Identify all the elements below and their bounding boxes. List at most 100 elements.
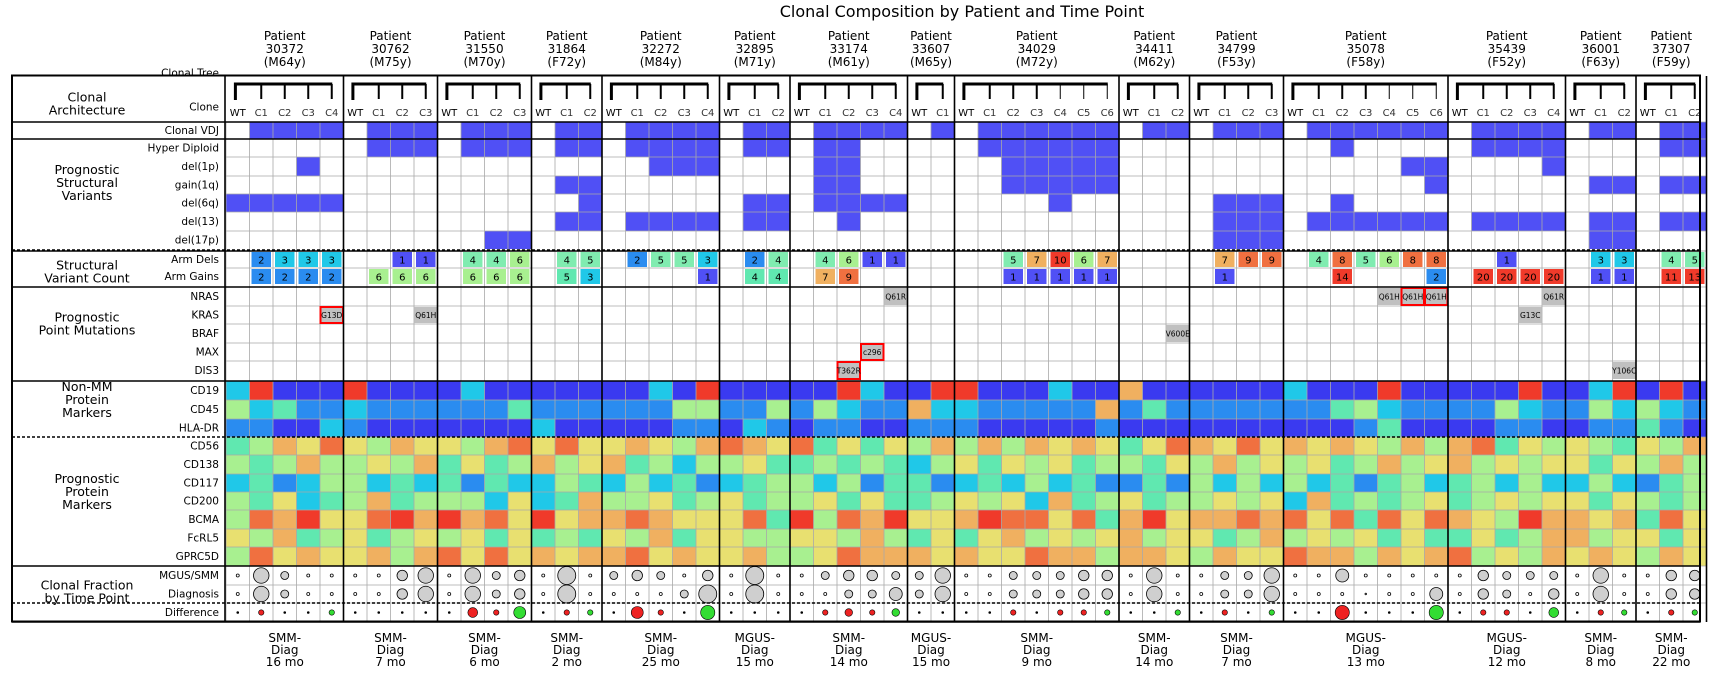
point-mutation-cell xyxy=(1448,287,1472,306)
difference-bubble xyxy=(400,611,404,614)
non-mm-marker-cell xyxy=(1377,400,1401,419)
structural-variant-cell xyxy=(1518,212,1542,231)
vdj-cell xyxy=(860,122,884,139)
clone-label: C1 xyxy=(936,108,949,119)
vdj-cell xyxy=(1354,122,1378,139)
non-mm-marker-cell xyxy=(1119,419,1143,437)
structural-variant-cell xyxy=(1495,157,1519,176)
protein-marker-cell xyxy=(343,547,367,566)
timepoint-label-2: Diag xyxy=(471,643,499,657)
point-mutation-cell xyxy=(766,306,790,324)
vdj-cell xyxy=(1283,122,1307,139)
protein-marker-cell xyxy=(907,492,931,510)
protein-marker-cell xyxy=(743,510,767,529)
point-mutation-cell xyxy=(1589,306,1613,324)
point-mutation-cell xyxy=(226,324,250,343)
protein-marker-cell xyxy=(954,474,978,492)
protein-marker-cell xyxy=(696,510,720,529)
structural-variant-cell xyxy=(273,139,297,157)
point-mutation-cell xyxy=(1001,343,1025,361)
diagnosis-fraction-bubble xyxy=(1220,589,1230,599)
mutation-marker xyxy=(1542,288,1565,305)
point-mutation-cell xyxy=(1589,324,1613,343)
difference-bubble xyxy=(563,609,570,616)
mgus-fraction-bubble xyxy=(843,569,855,582)
structural-variant-cell xyxy=(1142,139,1166,157)
structural-variant-cell xyxy=(1166,176,1190,194)
structural-variant-cell xyxy=(226,176,250,194)
mgus-fraction-bubble xyxy=(1008,571,1018,580)
structural-variant-cell xyxy=(1283,194,1307,212)
protein-marker-cell xyxy=(1025,492,1049,510)
point-mutation-cell xyxy=(320,324,344,343)
non-mm-marker-cell xyxy=(1166,381,1190,400)
clone-label: WT xyxy=(441,108,458,119)
point-mutation-cell xyxy=(1448,343,1472,361)
timepoint-label: MGUS- xyxy=(911,631,951,645)
structural-variant-cell xyxy=(320,176,344,194)
arm-dels-cell xyxy=(1379,252,1399,267)
point-mutation-cell xyxy=(696,324,720,343)
diagnosis-fraction-bubble xyxy=(541,592,546,596)
point-mutation-cell xyxy=(766,361,790,380)
protein-marker-cell xyxy=(1401,547,1425,566)
protein-marker-cell xyxy=(1001,547,1025,566)
protein-marker-cell xyxy=(931,529,955,547)
vdj-cell xyxy=(1025,122,1049,139)
protein-marker-cell xyxy=(1377,474,1401,492)
point-mutation-cell xyxy=(1283,306,1307,324)
arm-gains-cell xyxy=(486,269,506,284)
arm-gains-cell xyxy=(1097,269,1117,284)
non-mm-marker-cell xyxy=(437,419,461,437)
non-mm-marker-cell xyxy=(249,419,273,437)
structural-variant-cell xyxy=(719,176,743,194)
mutation-marker xyxy=(1519,307,1542,323)
point-mutation-cell xyxy=(343,306,367,324)
structural-variant-cell xyxy=(1166,231,1190,249)
non-mm-marker-cell xyxy=(1119,400,1143,419)
vdj-cell xyxy=(954,122,978,139)
point-mutation-cell xyxy=(343,343,367,361)
mgus-fraction-bubble xyxy=(891,571,901,580)
point-mutation-cell xyxy=(1025,343,1049,361)
protein-marker-cell xyxy=(343,529,367,547)
structural-variant-cell xyxy=(625,194,649,212)
structural-variant-cell xyxy=(508,176,532,194)
structural-variant-cell xyxy=(860,194,884,212)
difference-bubble xyxy=(1317,611,1321,614)
arm-gains-cell xyxy=(463,269,483,284)
timepoint-label-2: Diag xyxy=(1223,643,1251,657)
protein-marker-cell xyxy=(813,547,837,566)
point-mutation-cell xyxy=(1307,324,1331,343)
section-label: Clonal Fraction xyxy=(41,578,134,593)
protein-marker-cell xyxy=(296,455,320,474)
protein-marker-cell xyxy=(1612,437,1636,455)
structural-variant-cell xyxy=(484,139,508,157)
point-mutation-cell xyxy=(978,306,1002,324)
timepoint-label-2: Diag xyxy=(1023,643,1051,657)
arm-gains-cell xyxy=(251,269,271,284)
arm-dels-value: 4 xyxy=(1668,256,1674,267)
point-mutation-cell xyxy=(390,324,414,343)
point-mutation-cell xyxy=(978,343,1002,361)
mgus-fraction-bubble xyxy=(1175,573,1180,578)
point-mutation-cell xyxy=(837,287,861,306)
point-mutation-cell xyxy=(1189,324,1213,343)
point-mutation-cell xyxy=(578,306,602,324)
point-mutation-cell xyxy=(813,343,837,361)
point-mutation-cell xyxy=(296,287,320,306)
structural-variant-cell xyxy=(1612,176,1636,194)
protein-marker-cell xyxy=(1401,437,1425,455)
patient-id: 32272 xyxy=(642,42,680,56)
clonal-tree-trunk xyxy=(797,82,897,100)
protein-marker-cell xyxy=(649,529,673,547)
arm-dels-value: 1 xyxy=(869,256,875,267)
protein-marker-cell xyxy=(1565,455,1589,474)
difference-bubble xyxy=(587,609,594,616)
protein-marker-cell xyxy=(1119,455,1143,474)
protein-marker-cell xyxy=(719,547,743,566)
protein-marker-cell xyxy=(296,437,320,455)
point-mutation-cell xyxy=(1142,343,1166,361)
section-label: Prognostic xyxy=(54,310,119,325)
non-mm-marker-cell xyxy=(602,381,626,400)
